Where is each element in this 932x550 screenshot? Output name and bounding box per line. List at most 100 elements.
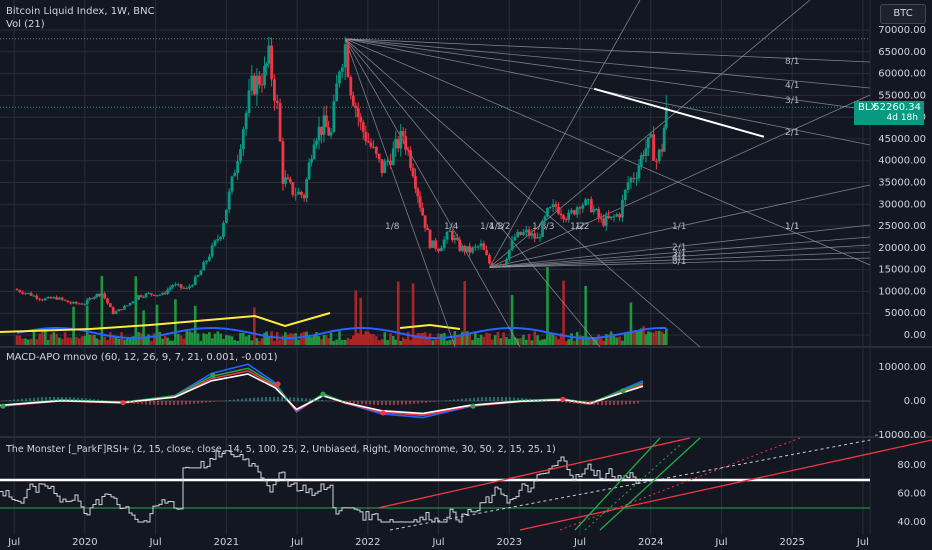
candle-body — [207, 256, 211, 261]
fan-ratio-label: 1/1 — [785, 222, 799, 232]
symbol-compare-button[interactable]: BTC — [880, 4, 926, 24]
candle-body — [485, 249, 489, 256]
macd-histogram-bar — [213, 401, 215, 402]
macd-histogram-bar — [33, 397, 35, 401]
x-tick-label: Jul — [149, 537, 162, 548]
macd-histogram-bar — [589, 401, 591, 405]
macd-histogram-bar — [269, 396, 271, 401]
macd-histogram-bar — [473, 397, 475, 401]
candle-body — [252, 75, 256, 95]
candle-body — [185, 288, 189, 290]
volume-bar — [418, 333, 422, 345]
candle-body — [275, 100, 279, 103]
candle-body — [219, 236, 223, 239]
volume-bar — [265, 331, 268, 345]
rsi-channel-green — [574, 437, 661, 531]
volume-bar — [406, 331, 410, 345]
volume-bar — [205, 334, 208, 345]
volume-bar — [584, 285, 587, 345]
volume-bar — [380, 339, 384, 345]
volume-bar — [196, 333, 200, 345]
macd-histogram-bar — [61, 396, 63, 401]
macd-histogram-bar — [389, 401, 391, 406]
macd-histogram-bar — [325, 400, 327, 401]
volume-bar — [152, 333, 156, 345]
volume-bar — [263, 332, 266, 345]
candle-body — [361, 122, 365, 132]
candle-body — [250, 75, 254, 91]
macd-histogram-bar — [605, 401, 607, 406]
candle-body — [302, 195, 306, 199]
candle-body — [41, 299, 44, 301]
candle-body — [49, 296, 53, 299]
candle-body — [442, 239, 446, 248]
candle-body — [654, 160, 658, 162]
volume-bar — [55, 333, 58, 345]
volume-bar — [188, 331, 191, 345]
volume-bar — [168, 340, 172, 345]
macd-histogram-bar — [125, 401, 127, 403]
volume-bar — [662, 333, 666, 345]
candle-body — [527, 229, 531, 236]
candle-body — [74, 301, 78, 304]
candle-body — [510, 240, 514, 250]
candle-body — [88, 298, 91, 300]
candle-body — [562, 215, 565, 220]
candle-body — [137, 295, 141, 300]
candle-body — [660, 149, 664, 152]
volume-bar — [522, 334, 525, 345]
fan-ratio-label: 1/1 — [785, 222, 799, 232]
volume-bar — [632, 331, 636, 345]
candle-body — [372, 146, 375, 148]
volume-bar — [242, 332, 245, 345]
candle-body — [496, 264, 500, 266]
volume-bar — [80, 336, 84, 345]
price-badge-symbol: BLX — [858, 102, 878, 113]
candle-body — [239, 149, 242, 161]
candle-body — [320, 126, 323, 135]
candle-body — [592, 209, 596, 213]
volume-bar — [208, 332, 211, 345]
macd-histogram-bar — [141, 401, 143, 405]
fan-ratio-label: 1/3 — [532, 222, 546, 232]
candle-body — [519, 231, 522, 235]
candle-body — [530, 233, 534, 236]
candle-body — [155, 295, 159, 297]
macd-histogram-bar — [229, 399, 231, 401]
volume-bar — [85, 305, 89, 345]
candle-body — [551, 204, 555, 208]
volume-bar — [629, 302, 633, 345]
macd-histogram-bar — [425, 401, 427, 403]
candle-body — [516, 231, 520, 237]
volume-bar — [230, 336, 234, 345]
volume-bar — [421, 333, 424, 345]
volume-bar — [536, 335, 539, 345]
macd-histogram-bar — [429, 401, 431, 403]
candle-body — [354, 105, 358, 109]
fan-ratio-label: 3/1 — [785, 96, 799, 106]
volume-bar — [213, 333, 217, 345]
macd-histogram-bar — [469, 397, 471, 401]
macd-cross-dot — [560, 396, 566, 402]
volume-bar — [458, 334, 462, 345]
macd-histogram-bar — [233, 399, 235, 401]
candle-body — [15, 289, 19, 291]
candle-body — [543, 216, 547, 221]
volume-bar — [386, 339, 389, 345]
volume-bar — [49, 334, 53, 345]
volume-bar — [72, 306, 75, 345]
volume-bar — [640, 328, 643, 345]
macd-histogram-bar — [189, 401, 191, 405]
candle-body — [29, 292, 33, 296]
volume-bar — [644, 334, 648, 345]
candle-body — [468, 246, 472, 253]
volume-bar — [32, 331, 36, 345]
candle-body — [359, 116, 363, 123]
volume-bar — [41, 331, 44, 345]
macd-histogram-bar — [13, 399, 15, 401]
candle-body — [505, 259, 508, 266]
candle-body — [278, 102, 282, 142]
volume-bar — [649, 332, 653, 345]
candle-body — [488, 255, 491, 264]
